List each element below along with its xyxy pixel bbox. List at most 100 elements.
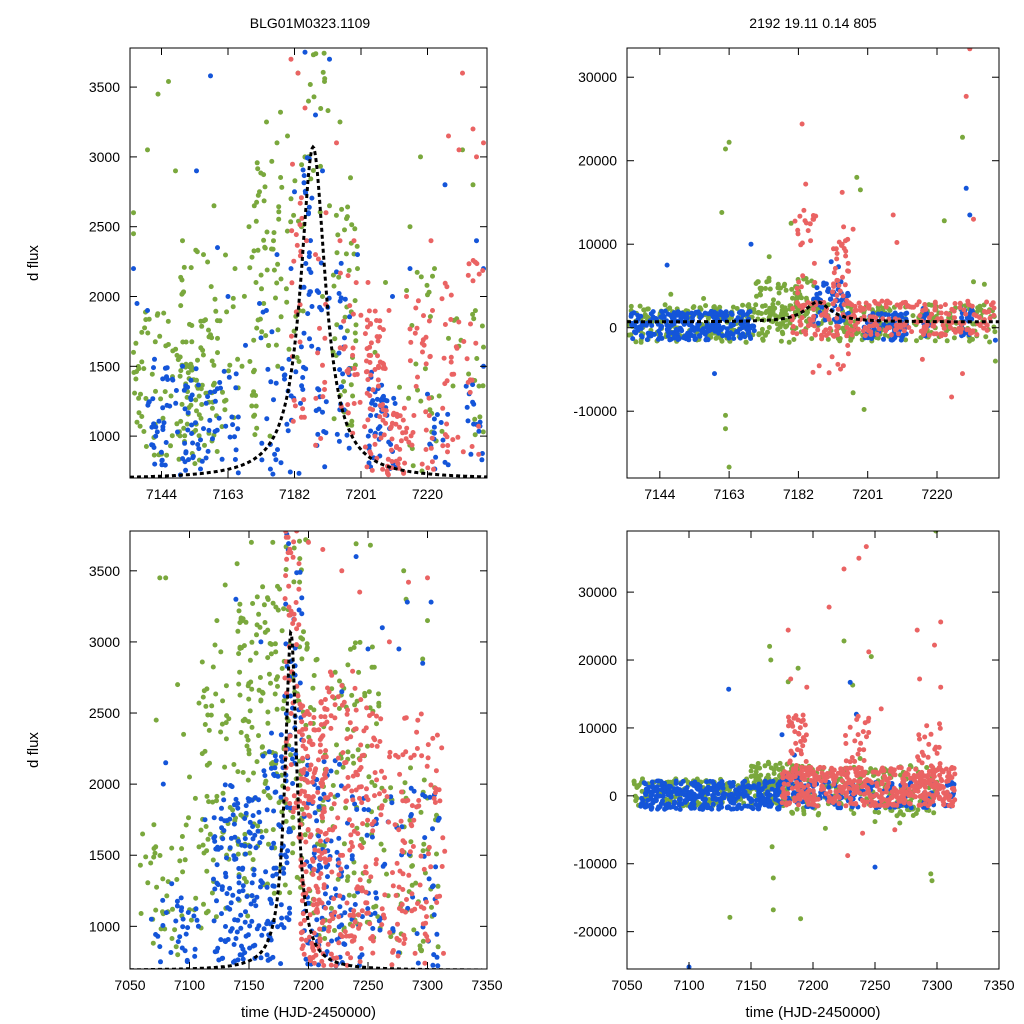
data-point <box>307 336 312 342</box>
data-point <box>173 168 178 174</box>
data-point <box>203 455 209 461</box>
data-point <box>164 365 170 371</box>
data-point <box>349 418 355 424</box>
data-point <box>338 783 344 789</box>
data-point <box>321 926 327 932</box>
data-point <box>720 782 726 788</box>
data-point <box>328 792 334 797</box>
data-point <box>740 323 746 328</box>
data-point <box>402 715 408 721</box>
data-point <box>676 791 682 797</box>
data-point <box>470 311 476 317</box>
data-point <box>300 406 306 412</box>
data-point <box>298 414 304 420</box>
data-point <box>838 805 843 811</box>
data-point <box>705 316 711 321</box>
data-point <box>471 316 477 322</box>
data-point <box>731 322 736 328</box>
data-point <box>271 808 277 814</box>
data-point <box>220 790 226 796</box>
data-point <box>160 897 166 903</box>
data-point <box>234 561 240 567</box>
data-point <box>313 112 318 118</box>
data-point <box>850 226 856 232</box>
data-point <box>222 764 228 770</box>
data-point <box>241 643 247 649</box>
data-point <box>339 689 345 695</box>
data-point <box>290 825 296 831</box>
data-point <box>256 797 261 803</box>
data-point <box>992 358 998 364</box>
data-point <box>253 403 259 409</box>
data-point <box>134 419 140 425</box>
data-point <box>408 765 413 771</box>
data-point <box>444 378 450 384</box>
data-point <box>898 809 903 815</box>
data-point <box>329 806 335 812</box>
data-point <box>470 126 476 132</box>
data-point <box>480 429 486 435</box>
data-point <box>960 371 965 377</box>
data-point <box>222 782 228 788</box>
data-point <box>828 259 834 265</box>
data-point <box>451 371 457 377</box>
data-point <box>819 332 824 338</box>
data-point <box>303 804 309 810</box>
data-point <box>935 316 941 322</box>
data-point <box>386 308 392 313</box>
data-point <box>138 911 144 916</box>
data-point <box>341 841 347 847</box>
data-point <box>342 942 348 947</box>
data-point <box>656 328 662 334</box>
data-point <box>960 134 965 140</box>
data-point <box>305 827 311 832</box>
data-point <box>249 403 255 409</box>
data-point <box>315 431 321 437</box>
data-point <box>474 238 479 244</box>
data-point <box>805 323 811 329</box>
data-point <box>279 915 285 921</box>
data-point <box>221 368 227 374</box>
data-point <box>654 789 660 794</box>
data-point <box>156 418 162 424</box>
data-point <box>350 352 356 358</box>
data-point <box>263 869 269 875</box>
data-point <box>328 905 334 911</box>
data-point <box>811 306 816 312</box>
data-point <box>342 227 347 233</box>
data-point <box>987 339 993 345</box>
data-point <box>151 452 157 458</box>
data-point <box>290 554 296 560</box>
data-point <box>264 267 270 273</box>
data-point <box>345 402 351 408</box>
data-point <box>808 238 814 244</box>
data-point <box>660 312 666 318</box>
data-point <box>257 301 262 306</box>
data-point <box>227 816 233 822</box>
data-point <box>407 326 413 332</box>
data-point <box>811 260 817 266</box>
data-point <box>662 780 668 786</box>
data-point <box>251 337 257 343</box>
data-point <box>410 463 416 469</box>
data-point <box>278 175 284 180</box>
data-point <box>815 320 821 326</box>
data-point <box>169 881 175 887</box>
data-point <box>430 273 435 279</box>
data-point <box>964 315 970 321</box>
data-point <box>189 392 195 398</box>
data-point <box>448 354 454 360</box>
data-point <box>223 252 228 258</box>
data-point <box>263 828 269 834</box>
data-point <box>344 900 350 906</box>
data-point <box>215 335 220 341</box>
data-point <box>416 798 422 803</box>
data-point <box>240 865 246 871</box>
data-point <box>244 894 250 899</box>
data-point <box>709 311 715 317</box>
data-point <box>387 754 392 760</box>
data-point <box>812 332 818 338</box>
data-point <box>794 285 800 291</box>
data-point <box>208 712 214 718</box>
data-point <box>981 325 987 331</box>
